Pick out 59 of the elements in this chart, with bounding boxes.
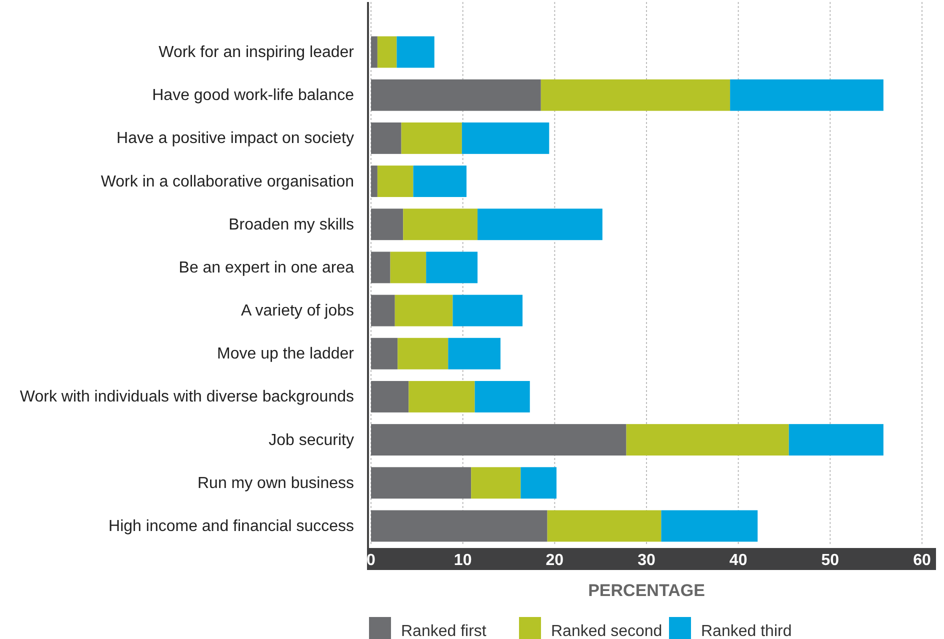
y-tick-label: Run my own business bbox=[197, 474, 354, 492]
bar bbox=[371, 79, 541, 111]
bar bbox=[448, 338, 500, 370]
bar bbox=[371, 252, 390, 284]
y-tick-label: Work for an inspiring leader bbox=[158, 44, 355, 62]
bar bbox=[371, 208, 404, 240]
bar bbox=[452, 294, 523, 326]
x-tick-label: 30 bbox=[638, 552, 656, 569]
y-tick-label: Work in a collaborative organisation bbox=[100, 173, 354, 190]
bar bbox=[462, 122, 550, 154]
x-axis-title: PERCENTAGE bbox=[588, 581, 705, 600]
bar bbox=[371, 467, 472, 499]
bar bbox=[626, 424, 789, 456]
bar bbox=[474, 380, 530, 412]
x-tick-label: 10 bbox=[454, 552, 472, 569]
bar bbox=[413, 166, 467, 198]
y-tick-label: High income and financial success bbox=[108, 518, 354, 535]
bar bbox=[390, 252, 426, 284]
bar bbox=[547, 510, 662, 542]
bar bbox=[371, 166, 378, 198]
x-tick-label: 60 bbox=[913, 552, 931, 569]
bar bbox=[377, 166, 414, 198]
legend-label: Ranked second bbox=[551, 623, 662, 639]
y-tick-label: Work with individuals with diverse backgrounds bbox=[20, 388, 354, 406]
y-tick-label: Broaden my skills bbox=[228, 216, 354, 234]
bar bbox=[540, 79, 730, 111]
bar bbox=[403, 208, 478, 240]
legend-label: Ranked first bbox=[401, 623, 487, 639]
bar bbox=[394, 294, 453, 326]
bar bbox=[371, 510, 548, 542]
y-tick-label: Move up the ladder bbox=[217, 346, 355, 363]
bar bbox=[520, 467, 557, 499]
bar bbox=[371, 294, 395, 326]
x-tick-label: 40 bbox=[729, 552, 748, 569]
y-tick-label: Job security bbox=[268, 432, 354, 449]
x-tick-label: 0 bbox=[366, 552, 376, 569]
x-tick-label: 20 bbox=[546, 552, 564, 569]
y-tick-label: Have a positive impact on society bbox=[116, 130, 354, 148]
y-tick-label: Have good work-life balance bbox=[152, 87, 354, 104]
bar bbox=[401, 122, 462, 154]
bar bbox=[371, 424, 626, 456]
bar bbox=[661, 510, 758, 542]
bar bbox=[408, 380, 475, 412]
bar bbox=[478, 208, 602, 240]
bar bbox=[371, 122, 402, 154]
bar bbox=[471, 467, 521, 499]
legend-label: Ranked third bbox=[701, 623, 792, 639]
bar bbox=[398, 338, 448, 370]
y-tick-label: Be an expert in one area bbox=[178, 259, 354, 276]
y-tick-label: A variety of jobs bbox=[241, 302, 354, 320]
bar bbox=[371, 338, 398, 370]
bar bbox=[788, 424, 884, 456]
bar bbox=[396, 36, 434, 68]
bar bbox=[730, 79, 884, 111]
bar bbox=[377, 36, 397, 68]
x-tick-label: 50 bbox=[821, 552, 840, 569]
bar bbox=[426, 252, 478, 284]
bar bbox=[371, 380, 409, 412]
bar bbox=[371, 36, 378, 68]
